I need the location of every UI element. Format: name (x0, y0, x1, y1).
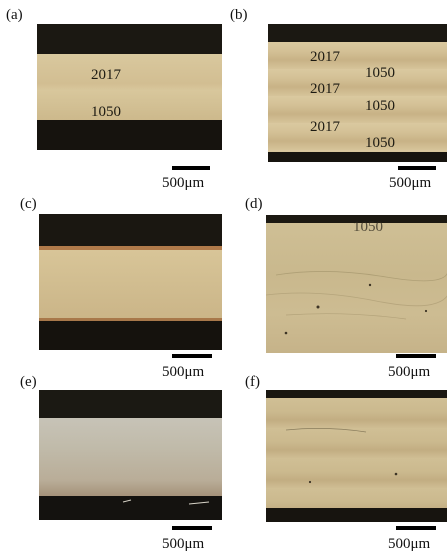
micrograph-c (39, 214, 222, 350)
panel-label-c: (c) (20, 196, 37, 212)
scale-bar-e (172, 526, 212, 530)
panel-label-f: (f) (245, 374, 260, 390)
scale-label-d: 500μm (388, 364, 431, 380)
layer-label-2017: 2017 (310, 119, 340, 135)
layer-label-1050: 1050 (353, 219, 383, 235)
micrograph-b: 2017 1050 2017 1050 2017 1050 (268, 24, 447, 162)
scale-bar-b (398, 166, 436, 170)
scale-label-c: 500μm (162, 364, 205, 380)
scale-bar-f (396, 526, 436, 530)
layer-label-2017: 2017 (91, 67, 121, 83)
panel-label-e: (e) (20, 374, 37, 390)
micrograph-f (266, 390, 447, 522)
panel-label-d: (d) (245, 196, 263, 212)
panel-label-b: (b) (230, 7, 248, 23)
scale-label-e: 500μm (162, 536, 205, 552)
scale-label-f: 500μm (388, 536, 431, 552)
scale-bar-a (172, 166, 210, 170)
scale-label-b: 500μm (389, 175, 432, 191)
panel-label-a: (a) (6, 7, 23, 23)
micrograph-e (39, 390, 222, 520)
layer-label-2017: 2017 (310, 49, 340, 65)
scale-bar-c (172, 354, 212, 358)
layer-label-1050: 1050 (365, 135, 395, 151)
scale-bar-d (396, 354, 436, 358)
micrograph-d: 1050 (266, 215, 447, 353)
layer-label-1050: 1050 (365, 98, 395, 114)
scale-label-a: 500μm (162, 175, 205, 191)
layer-label-2017: 2017 (310, 81, 340, 97)
layer-label-1050: 1050 (91, 104, 121, 120)
layer-label-1050: 1050 (365, 65, 395, 81)
micrograph-a: 2017 1050 (37, 24, 222, 150)
